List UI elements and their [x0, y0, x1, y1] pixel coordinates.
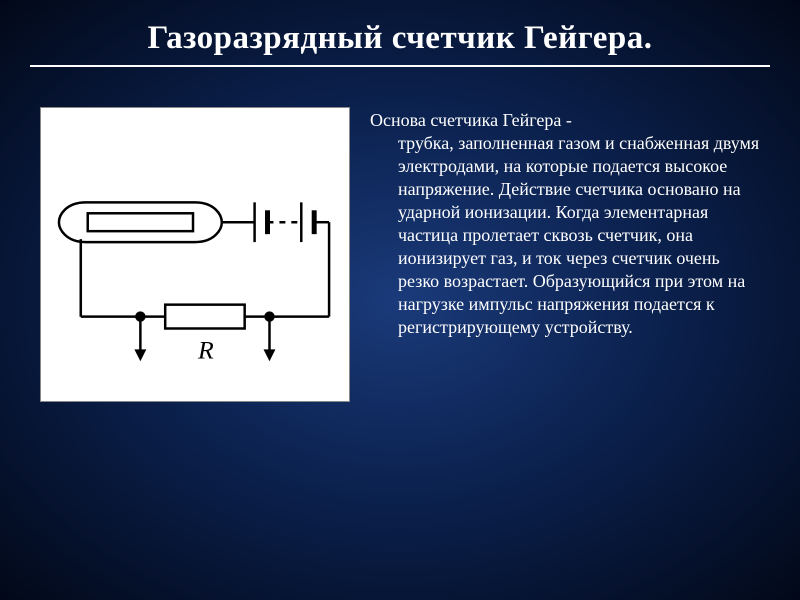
title-underline: [30, 65, 770, 67]
slide-title: Газоразрядный счетчик Гейгера.: [30, 20, 770, 57]
circuit-svg: R: [41, 108, 349, 401]
battery-icon: [255, 202, 315, 242]
body-lead: Основа счетчика Гейгера -: [370, 110, 572, 130]
content-row: R Основа счетчика Гейгера - трубка, запо…: [30, 107, 770, 402]
resistor-label: R: [197, 335, 214, 364]
body-rest: трубка, заполненная газом и снабженная д…: [370, 132, 760, 339]
body-text: Основа счетчика Гейгера - трубка, заполн…: [370, 107, 760, 402]
resistor-icon: [165, 305, 244, 329]
gas-tube: [59, 202, 222, 242]
slide-container: Газоразрядный счетчик Гейгера.: [0, 0, 800, 600]
circuit-diagram: R: [40, 107, 350, 402]
